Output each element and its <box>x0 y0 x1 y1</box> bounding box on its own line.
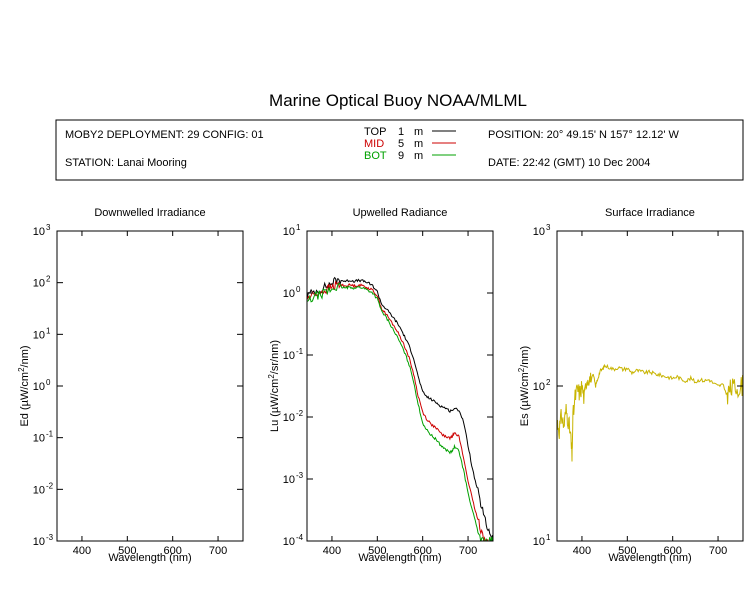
upwelled-radiance-panel: Upwelled Radiance 400 500 600 700 Wavelength … <box>267 207 494 564</box>
plot-frame <box>306 230 494 542</box>
x-tick-label: 600 <box>664 545 682 557</box>
y-tick-label: 10 <box>533 536 545 548</box>
plot-frame <box>56 230 244 542</box>
position-text: POSITION: 20° 49.15' N 157° 12.12' W <box>488 129 680 141</box>
y-tick-label: 10 <box>33 484 45 496</box>
plot-area <box>557 363 743 462</box>
legend-depth: 9 <box>398 150 404 162</box>
x-axis: 400 500 600 700 <box>323 231 477 557</box>
y-tick-label: 10 <box>33 536 45 548</box>
y-tick-label: 10 <box>33 329 45 341</box>
downwelled-irradiance-panel: Downwelled Irradiance 400 500 600 700 Wavelen… <box>17 207 244 564</box>
panel-title: Upwelled Radiance <box>353 207 448 219</box>
series-line <box>307 282 493 541</box>
y-tick-exponent: 0 <box>296 285 301 294</box>
y-tick-label: 10 <box>283 412 295 424</box>
x-axis-label: Wavelength (nm) <box>108 552 191 564</box>
x-tick-label: 700 <box>209 545 227 557</box>
y-tick-exponent: -2 <box>296 409 304 418</box>
y-tick-label: 10 <box>283 474 295 486</box>
series-line <box>557 363 743 462</box>
x-tick-label: 500 <box>618 545 636 557</box>
surface-irradiance-panel: Surface Irradiance 400 500 600 700 Wavelength… <box>517 207 744 564</box>
x-tick-label: 400 <box>573 545 591 557</box>
y-tick-exponent: -1 <box>296 347 304 356</box>
y-tick-exponent: -3 <box>46 533 54 542</box>
date-text: DATE: 22:42 (GMT) 10 Dec 2004 <box>488 157 650 169</box>
y-tick-exponent: 2 <box>546 378 551 387</box>
y-tick-exponent: 1 <box>46 326 51 335</box>
x-tick-label: 700 <box>459 545 477 557</box>
y-tick-exponent: -3 <box>296 471 304 480</box>
y-tick-exponent: 1 <box>296 223 301 232</box>
x-tick-label: 600 <box>414 545 432 557</box>
y-tick-exponent: 3 <box>46 223 51 232</box>
y-tick-label: 10 <box>283 288 295 300</box>
y-tick-label: 10 <box>33 381 45 393</box>
y-tick-exponent: 3 <box>546 223 551 232</box>
x-tick-label: 400 <box>73 545 91 557</box>
legend-depth: 5 <box>398 138 404 150</box>
x-tick-label: 700 <box>709 545 727 557</box>
y-axis-label: Es (µW/cm2/nm) <box>517 346 531 426</box>
legend-name: TOP <box>364 126 386 138</box>
panel-title: Downwelled Irradiance <box>94 207 205 219</box>
x-tick-label: 500 <box>118 545 136 557</box>
y-tick-label: 10 <box>33 433 45 445</box>
panel-title: Surface Irradiance <box>605 207 695 219</box>
x-axis-label: Wavelength (nm) <box>608 552 691 564</box>
legend-unit: m <box>414 150 423 162</box>
x-axis: 400 500 600 700 <box>573 231 727 557</box>
y-tick-exponent: -4 <box>296 533 304 542</box>
figure-title: Marine Optical Buoy NOAA/MLML <box>269 91 527 110</box>
y-axis-label: Lu (µW/cm2/sr/nm) <box>267 340 281 432</box>
y-tick-label: 10 <box>33 226 45 238</box>
y-tick-label: 10 <box>283 226 295 238</box>
y-tick-label: 10 <box>283 536 295 548</box>
info-box: MOBY2 DEPLOYMENT: 29 CONFIG: 01 STATION:… <box>55 119 744 181</box>
y-tick-exponent: 0 <box>46 378 51 387</box>
y-tick-exponent: -2 <box>46 481 54 490</box>
y-axis-label: Ed (µW/cm2/nm) <box>17 345 31 426</box>
series-line <box>307 276 493 539</box>
legend-unit: m <box>414 126 423 138</box>
legend: TOP 1 m MID 5 m BOT 9 m <box>364 126 456 162</box>
series-line <box>307 281 493 541</box>
x-tick-label: 400 <box>323 545 341 557</box>
y-tick-label: 10 <box>533 226 545 238</box>
y-tick-exponent: -1 <box>46 430 54 439</box>
legend-unit: m <box>414 138 423 150</box>
deployment-text: MOBY2 DEPLOYMENT: 29 CONFIG: 01 <box>65 129 264 141</box>
plot-area <box>307 276 493 541</box>
x-axis: 400 500 600 700 <box>73 231 227 557</box>
legend-depth: 1 <box>398 126 404 138</box>
y-tick-label: 10 <box>533 381 545 393</box>
y-tick-exponent: 2 <box>46 275 51 284</box>
x-axis-label: Wavelength (nm) <box>358 552 441 564</box>
x-tick-label: 600 <box>164 545 182 557</box>
y-tick-exponent: 1 <box>546 533 551 542</box>
station-text: STATION: Lanai Mooring <box>65 157 187 169</box>
y-tick-label: 10 <box>283 350 295 362</box>
legend-name: BOT <box>364 150 387 162</box>
legend-name: MID <box>364 138 384 150</box>
y-tick-label: 10 <box>33 278 45 290</box>
x-tick-label: 500 <box>368 545 386 557</box>
